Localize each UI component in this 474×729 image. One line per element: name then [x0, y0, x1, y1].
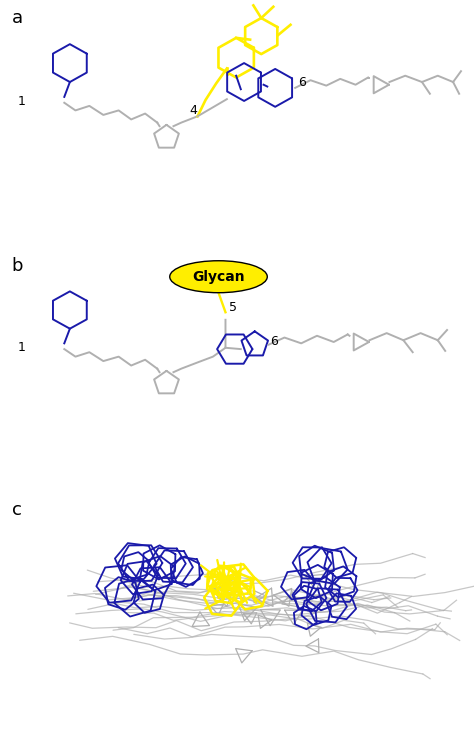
Text: 6: 6: [299, 76, 306, 89]
Text: 5: 5: [229, 301, 237, 314]
Ellipse shape: [170, 261, 267, 293]
Text: a: a: [12, 9, 23, 27]
Text: 4: 4: [190, 104, 198, 117]
Text: 1: 1: [18, 95, 26, 108]
Text: b: b: [12, 257, 23, 275]
Text: Glycan: Glycan: [192, 270, 245, 284]
Text: 1: 1: [18, 341, 26, 354]
Text: c: c: [12, 501, 22, 519]
Text: 6: 6: [271, 335, 278, 348]
